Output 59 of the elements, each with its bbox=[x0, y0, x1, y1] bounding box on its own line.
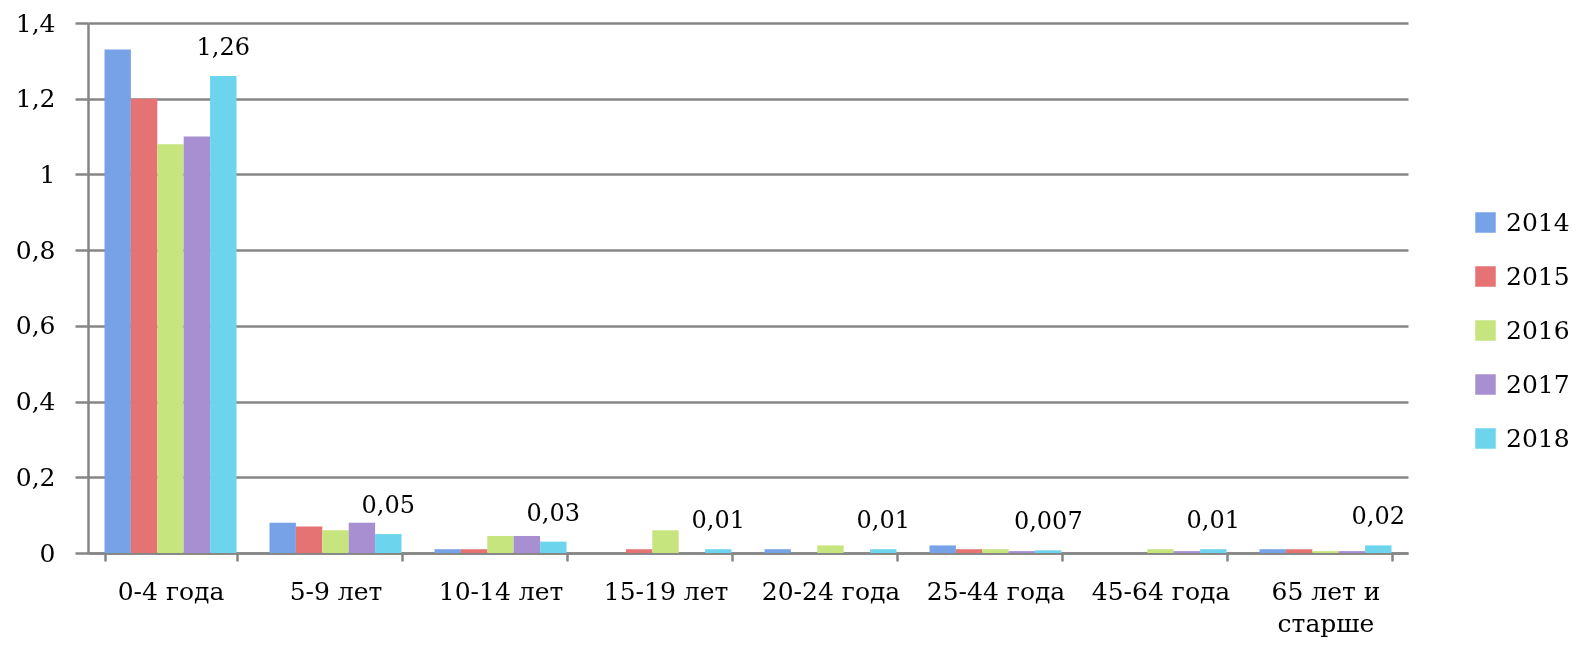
bar bbox=[1259, 549, 1286, 553]
data-label: 0,01 bbox=[856, 506, 911, 535]
x-tick-label: 45-64 года bbox=[1091, 576, 1231, 606]
bar bbox=[104, 49, 131, 553]
bar bbox=[295, 526, 323, 553]
data-label: 0,01 bbox=[691, 506, 746, 535]
y-tick-label: 0,8 bbox=[15, 235, 56, 265]
bar bbox=[375, 534, 402, 553]
y-tick-label: 0 bbox=[39, 538, 56, 568]
bar bbox=[487, 535, 514, 553]
data-label: 0,01 bbox=[1186, 506, 1241, 535]
bar bbox=[929, 545, 956, 553]
bar bbox=[870, 549, 897, 553]
x-tick-label: 0-4 года bbox=[117, 576, 225, 606]
bar bbox=[817, 545, 844, 553]
bar bbox=[764, 549, 791, 553]
bar bbox=[1200, 549, 1227, 553]
bar bbox=[460, 549, 488, 553]
bar bbox=[210, 76, 237, 553]
y-tick-label: 0,4 bbox=[15, 387, 56, 417]
data-label: 0,02 bbox=[1351, 502, 1406, 531]
legend-label: 2016 bbox=[1506, 315, 1570, 345]
bar bbox=[955, 549, 983, 553]
bar bbox=[513, 535, 541, 553]
x-tick-label: 15-19 лет bbox=[603, 576, 729, 606]
bar bbox=[540, 541, 567, 553]
bar bbox=[982, 549, 1009, 553]
bar bbox=[1147, 549, 1174, 553]
x-tick-label: 20-24 года bbox=[761, 576, 901, 606]
bar bbox=[348, 522, 376, 553]
x-tick-label: 5-9 лет bbox=[289, 576, 383, 606]
legend-label: 2014 bbox=[1506, 207, 1570, 237]
x-tick-label: 10-14 лет bbox=[438, 576, 564, 606]
bar bbox=[130, 98, 158, 553]
bar bbox=[1035, 550, 1062, 553]
x-tick-label: 25-44 года bbox=[926, 576, 1066, 606]
data-label: 0,05 bbox=[361, 491, 416, 520]
legend-label: 2015 bbox=[1506, 261, 1570, 291]
bar bbox=[1285, 549, 1313, 553]
bar bbox=[322, 530, 349, 553]
y-tick-label: 1,2 bbox=[15, 84, 56, 114]
y-tick-label: 1,4 bbox=[15, 8, 56, 38]
data-label: 0,03 bbox=[526, 498, 581, 527]
data-label: 0,007 bbox=[1013, 507, 1083, 536]
y-tick-label: 1 bbox=[39, 159, 56, 189]
y-tick-label: 0,2 bbox=[15, 462, 56, 492]
bar bbox=[625, 549, 653, 553]
bar bbox=[269, 522, 296, 553]
data-label: 1,26 bbox=[196, 33, 251, 61]
y-tick-label: 0,6 bbox=[15, 311, 56, 341]
legend-label: 2017 bbox=[1506, 369, 1570, 399]
bar bbox=[157, 144, 184, 553]
legend-label: 2018 bbox=[1506, 423, 1570, 453]
bar bbox=[183, 136, 211, 553]
bar bbox=[434, 549, 461, 553]
bar bbox=[652, 530, 679, 553]
bar bbox=[1365, 545, 1392, 553]
bar bbox=[705, 549, 732, 553]
x-tick-label: 65 лет и старше bbox=[1271, 576, 1381, 638]
